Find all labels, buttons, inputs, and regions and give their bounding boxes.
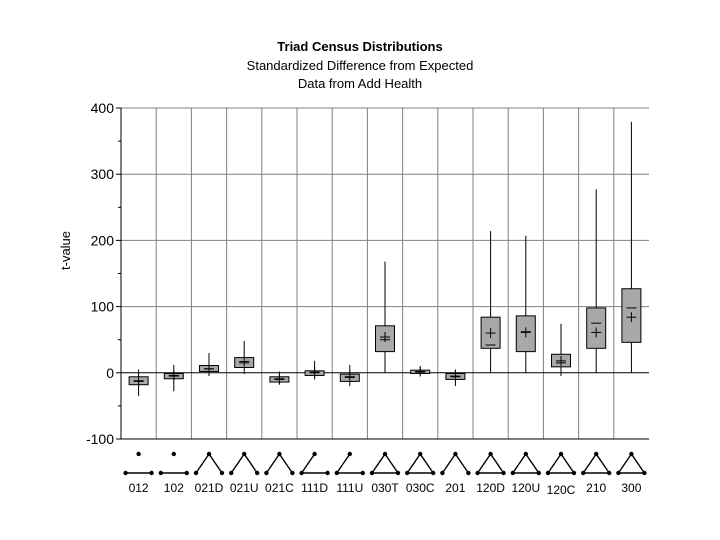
category-label-201: 201 — [445, 481, 465, 495]
y-tick-label: 300 — [91, 166, 115, 182]
category-label-021U: 021U — [230, 481, 259, 495]
triad-glyph-node — [369, 470, 375, 476]
triad-glyph-node — [607, 470, 612, 476]
triad-glyph-edge — [278, 453, 293, 474]
triad-glyph-node — [629, 451, 634, 457]
triad-glyph-node — [325, 470, 330, 476]
triad-glyph-node — [193, 470, 199, 476]
triad-glyph-edge — [477, 453, 492, 474]
triad-glyph-node — [206, 451, 212, 457]
triad-glyph-node — [242, 451, 247, 457]
triad-glyph-node — [523, 451, 528, 457]
triad-glyph-node — [136, 451, 141, 457]
triad-glyph-node — [290, 470, 295, 476]
triad-glyph-node — [229, 470, 234, 476]
y-tick-label: 0 — [106, 365, 114, 381]
category-label-111D: 111D — [301, 481, 328, 495]
triad-glyph-node — [277, 451, 282, 457]
category-label-102: 102 — [164, 481, 184, 495]
triad-glyph-node — [501, 470, 506, 476]
category-label-021C: 021C — [265, 481, 294, 495]
triad-glyph-edge — [525, 453, 540, 474]
triad-glyph-edge — [406, 453, 421, 474]
triad-glyph-edge — [243, 453, 258, 474]
triad-glyph-node — [123, 470, 128, 476]
triad-glyph-edge — [630, 453, 645, 474]
chart-subtitle-1: Standardized Difference from Expected — [246, 58, 474, 73]
triad-glyph-node — [405, 470, 410, 476]
triad-glyph-node — [382, 451, 388, 457]
triad-glyph-edge — [301, 453, 316, 474]
triad-glyph-node — [395, 470, 401, 476]
triad-glyph-edge — [419, 453, 434, 474]
triad-glyph-node — [418, 451, 423, 457]
category-label-012: 012 — [129, 481, 149, 495]
triad-glyph-edge — [384, 453, 399, 474]
triad-glyph-edge — [490, 453, 505, 474]
triad-glyph-node — [171, 451, 176, 457]
y-tick-label: 400 — [91, 100, 115, 116]
triad-glyph-node — [488, 451, 493, 457]
chart-title: Triad Census Distributions — [277, 39, 443, 54]
category-label-030T: 030T — [371, 481, 399, 495]
triad-glyph-node — [149, 470, 154, 476]
triad-glyph-node — [545, 470, 551, 476]
triad-glyph-edge — [195, 453, 210, 474]
chart-subtitle-2: Data from Add Health — [297, 76, 423, 91]
triad-glyph-edge — [208, 453, 223, 474]
triad-glyph-edge — [512, 453, 527, 474]
triad-glyph-edge — [560, 453, 575, 474]
triad-glyph-edge — [547, 453, 562, 474]
triad-glyph-node — [558, 451, 564, 457]
y-tick-label: 200 — [91, 232, 115, 248]
triad-glyph-node — [536, 470, 541, 476]
triad-glyph-node — [264, 470, 269, 476]
triad-glyph-node — [594, 451, 599, 457]
y-tick-label: -100 — [86, 431, 114, 447]
triad-glyph-node — [219, 470, 225, 476]
triad-glyph-node — [475, 470, 480, 476]
triad-glyph-edge — [595, 453, 610, 474]
triad-glyph-edge — [582, 453, 597, 474]
category-label-120U: 120U — [511, 481, 540, 495]
triad-glyph-node — [334, 470, 339, 476]
category-label-120C: 120C — [547, 483, 576, 497]
triad-glyph-node — [360, 470, 365, 476]
triad-glyph-edge — [230, 453, 245, 474]
triad-glyph-node — [466, 470, 471, 476]
category-label-210: 210 — [586, 481, 606, 495]
triad-glyph-node — [299, 470, 304, 476]
category-label-021D: 021D — [195, 481, 224, 495]
triad-glyph-node — [453, 451, 458, 457]
triad-glyph-node — [431, 470, 436, 476]
triad-glyph-node — [510, 470, 515, 476]
triad-glyph-edge — [454, 453, 469, 474]
triad-glyph-node — [184, 470, 189, 476]
triad-glyph-edge — [265, 453, 280, 474]
triad-glyph-edge — [441, 453, 456, 474]
triad-glyph-node — [616, 470, 621, 476]
category-label-111U: 111U — [336, 481, 363, 495]
triad-glyph-edge — [371, 453, 386, 474]
category-label-120D: 120D — [476, 481, 505, 495]
triad-glyph-edge — [617, 453, 632, 474]
triad-glyph-node — [440, 470, 445, 476]
triad-glyph-node — [312, 451, 317, 457]
category-label-300: 300 — [621, 481, 641, 495]
triad-glyph-node — [347, 451, 352, 457]
triad-glyph-node — [571, 470, 577, 476]
y-tick-label: 100 — [91, 299, 115, 315]
triad-glyph-node — [581, 470, 586, 476]
triad-glyph-node — [158, 470, 163, 476]
triad-glyph-node — [255, 470, 260, 476]
category-label-030C: 030C — [406, 481, 435, 495]
triad-glyph-edge — [336, 453, 351, 474]
triad-glyph-node — [642, 470, 647, 476]
